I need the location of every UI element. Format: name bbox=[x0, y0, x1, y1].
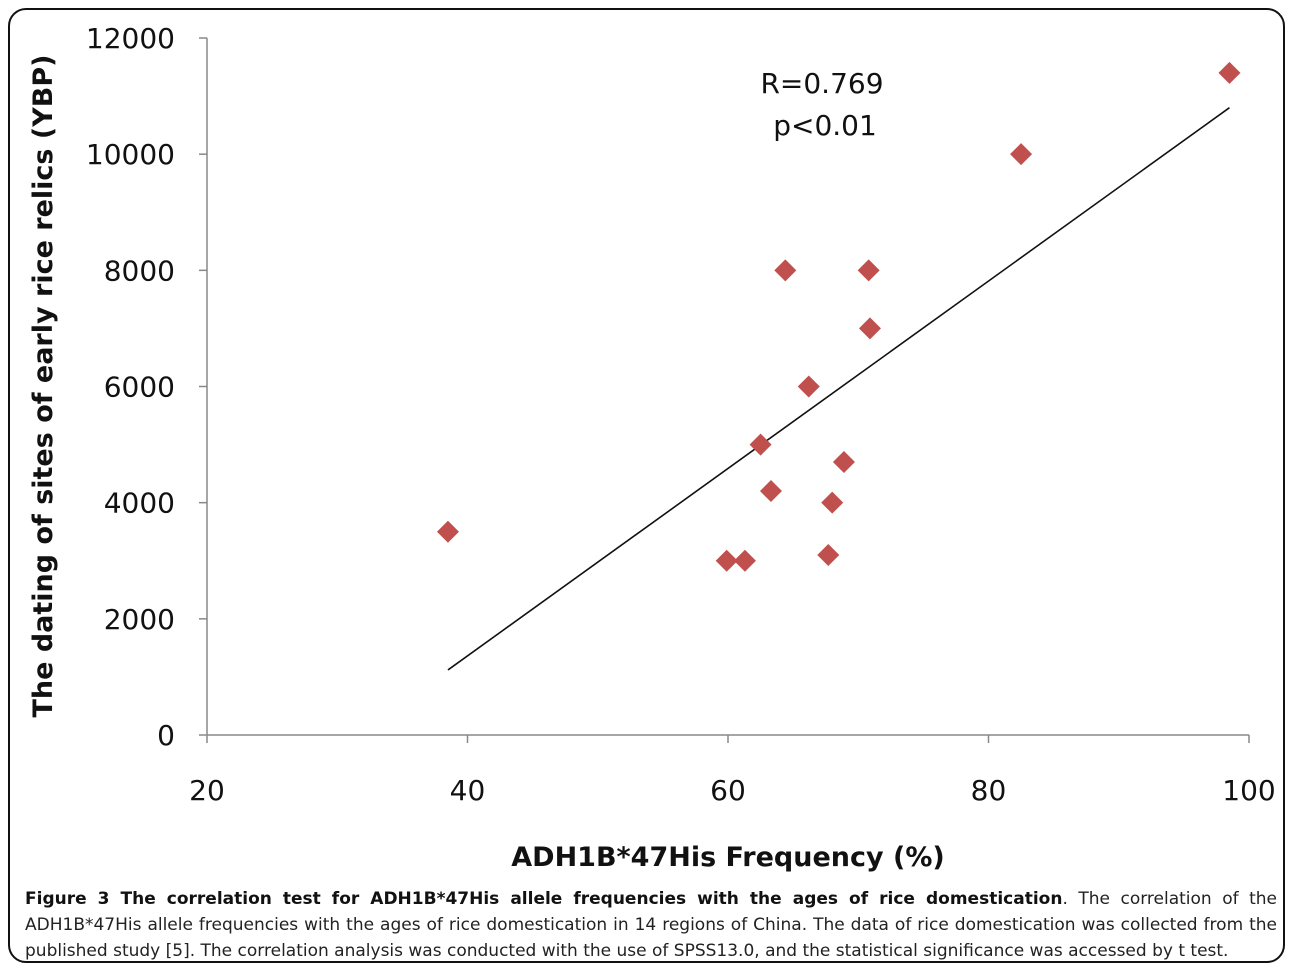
data-point-8 bbox=[817, 543, 840, 566]
x-tick-label: 80 bbox=[971, 774, 1007, 807]
figure-frame bbox=[8, 8, 1285, 963]
x-tick-label: 100 bbox=[1222, 774, 1275, 807]
y-ticks: 0 2000 4000 6000 8000 10000 12000 bbox=[86, 22, 207, 752]
x-tick-label: 20 bbox=[189, 774, 225, 807]
caption-title: Figure 3 The correlation test for ADH1B*… bbox=[25, 889, 1063, 909]
x-axis-title: ADH1B*47His Frequency (%) bbox=[511, 842, 944, 873]
y-tick-label: 4000 bbox=[104, 487, 175, 520]
data-point-7 bbox=[797, 375, 820, 398]
data-point-10 bbox=[832, 451, 855, 474]
y-tick-label: 8000 bbox=[104, 254, 175, 287]
data-point-6 bbox=[774, 259, 797, 282]
caption-text: . The correlation of the ADH1B*47His all… bbox=[25, 889, 1278, 961]
data-point-12 bbox=[858, 317, 881, 340]
annotation-r: R=0.769 bbox=[760, 67, 883, 100]
trend-line bbox=[447, 107, 1230, 671]
y-tick-label: 12000 bbox=[86, 22, 175, 55]
data-point-3 bbox=[733, 549, 756, 572]
y-axis-title: The dating of sites of early rice relics… bbox=[28, 54, 59, 717]
y-tick-label: 10000 bbox=[86, 138, 175, 171]
x-tick-label: 40 bbox=[450, 774, 486, 807]
data-points bbox=[436, 61, 1241, 572]
y-tick-label: 0 bbox=[157, 719, 175, 752]
data-point-11 bbox=[857, 259, 880, 282]
x-tick-label: 60 bbox=[710, 774, 746, 807]
y-tick-label: 6000 bbox=[104, 371, 175, 404]
x-ticks: 20 40 60 80 100 bbox=[189, 735, 1276, 807]
data-point-5 bbox=[759, 480, 782, 503]
figure-caption: Figure 3 The correlation test for ADH1B*… bbox=[25, 886, 1277, 964]
data-point-4 bbox=[749, 433, 772, 456]
data-point-2 bbox=[715, 549, 738, 572]
data-point-1 bbox=[436, 520, 459, 543]
annotation-p: p<0.01 bbox=[773, 109, 877, 142]
data-point-14 bbox=[1218, 61, 1241, 84]
data-point-9 bbox=[821, 491, 844, 514]
axes bbox=[206, 38, 1249, 736]
data-point-13 bbox=[1010, 143, 1033, 166]
y-tick-label: 2000 bbox=[104, 603, 175, 636]
